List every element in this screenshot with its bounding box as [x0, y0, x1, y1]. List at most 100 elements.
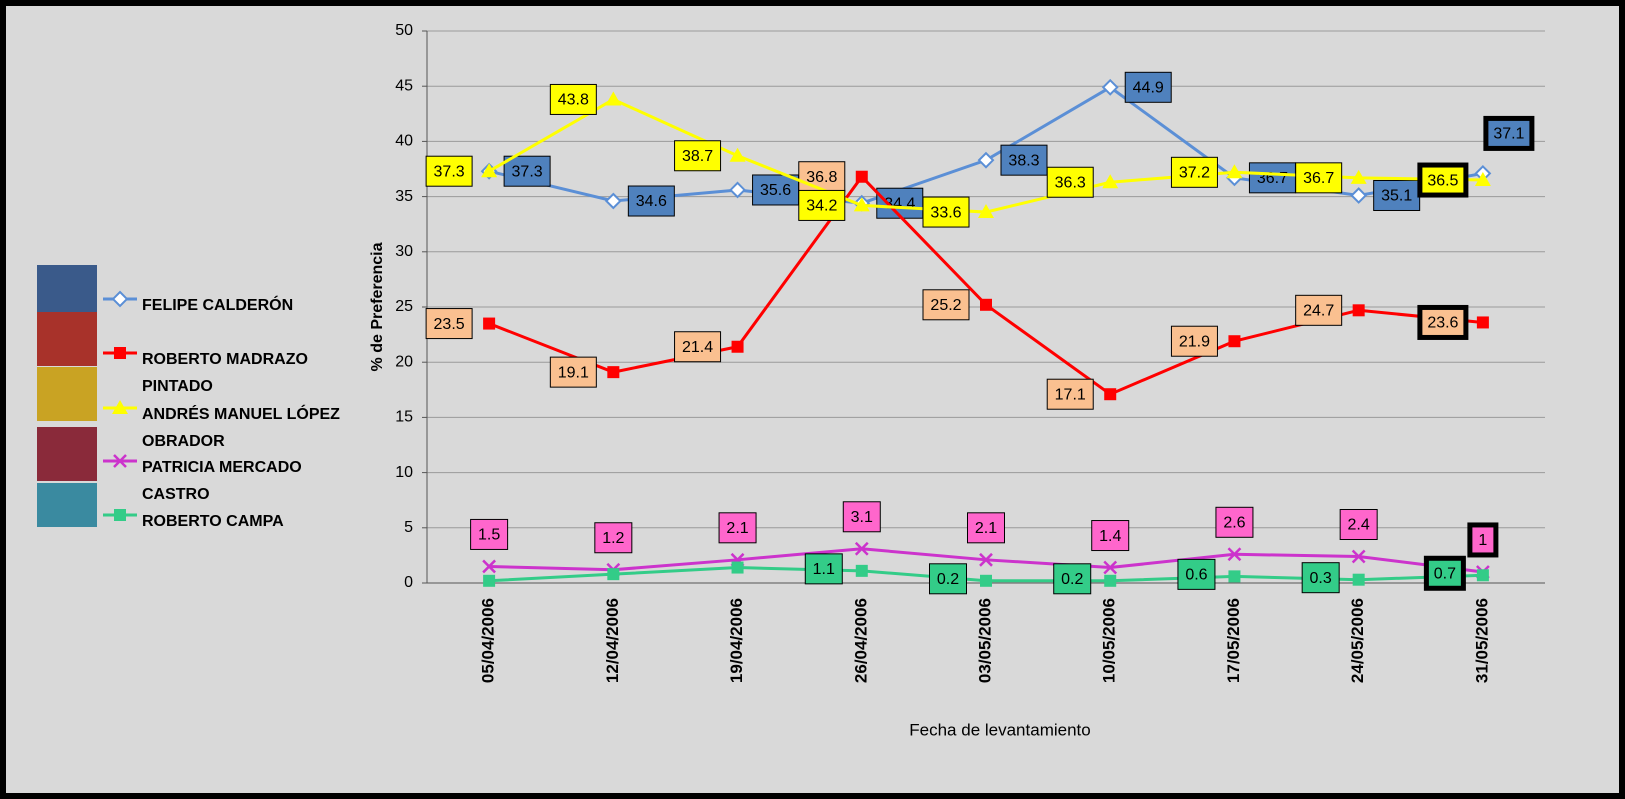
- x-tick-label: 05/04/2006: [479, 598, 498, 683]
- marker: [1228, 335, 1241, 348]
- marker: [731, 561, 744, 574]
- value-label-box: [804, 553, 843, 585]
- marker: [1228, 570, 1241, 583]
- series: 37.3 43.8 38.7 34.2 33.6 36.3 37.2 36.7 36.5: [425, 83, 1491, 228]
- marker: [1474, 172, 1491, 187]
- legend-label: FELIPE CALDERÓN: [142, 297, 294, 314]
- marker: [482, 559, 496, 574]
- y-tick-label: 50: [395, 22, 413, 39]
- value-label: 2.1: [975, 520, 997, 537]
- x-axis-title: Fecha de levantamiento: [909, 720, 1090, 739]
- legend-label: ANDRÉS MANUEL LÓPEZ OBRADOR: [142, 406, 340, 450]
- x-tick-label: 03/05/2006: [975, 598, 994, 683]
- value-label: 38.3: [1008, 152, 1039, 169]
- value-label-box: [1295, 162, 1343, 194]
- value-label: 24.7: [1303, 303, 1334, 320]
- legend-photo: [37, 312, 97, 366]
- value-label: 37.1: [1493, 126, 1524, 143]
- value-label: 0.7: [1434, 565, 1456, 582]
- y-tick-label: 25: [395, 298, 413, 315]
- x-tick-label: 17/05/2006: [1224, 598, 1243, 683]
- value-label-box: [1091, 520, 1130, 552]
- value-label: 23.5: [434, 316, 465, 333]
- value-label: 37.3: [512, 163, 543, 180]
- marker: [1104, 574, 1117, 587]
- value-label: 35.6: [760, 182, 791, 199]
- legend-label: ROBERTO CAMPA: [142, 513, 284, 530]
- value-label-box: [1417, 162, 1469, 198]
- legend-label: ROBERTO MADRAZO PINTADO: [142, 351, 308, 395]
- value-label-box: [425, 155, 473, 187]
- y-tick-label: 45: [395, 77, 413, 94]
- marker: [1101, 78, 1119, 96]
- value-label-box: [929, 563, 967, 595]
- y-tick-label: 0: [404, 574, 413, 591]
- legend-photo: [37, 367, 97, 421]
- marker: [855, 170, 868, 183]
- marker: [1476, 569, 1489, 582]
- marker: [112, 400, 128, 414]
- marker: [483, 317, 496, 330]
- value-label-box: [549, 83, 597, 115]
- marker: [854, 541, 869, 556]
- y-tick-label: 10: [395, 464, 413, 481]
- value-label-box: [674, 331, 722, 363]
- value-label-box: [1339, 509, 1378, 541]
- marker: [605, 91, 622, 106]
- marker: [979, 552, 993, 567]
- marker: [1103, 560, 1118, 575]
- series: 23.5 19.1 21.4 36.8 25.2 17.1 21.9 24.7 23.6: [425, 161, 1489, 410]
- value-label: 1: [1478, 532, 1487, 549]
- value-label-box: [967, 512, 1005, 544]
- marker: [113, 454, 127, 468]
- x-tick-label: 19/04/2006: [727, 598, 746, 683]
- value-label: 36.5: [1427, 172, 1458, 189]
- value-label-box: [1170, 156, 1218, 188]
- value-label: 33.6: [930, 204, 961, 221]
- value-label-box: [842, 501, 881, 533]
- value-label-box: [1295, 294, 1343, 326]
- value-label-box: [798, 189, 846, 221]
- value-label-box: [876, 187, 924, 219]
- marker: [1104, 388, 1117, 401]
- marker: [1350, 187, 1368, 204]
- value-label-box: [1046, 166, 1094, 198]
- y-axis-title: % de Preferencia: [369, 242, 386, 371]
- value-label-box: [674, 140, 722, 172]
- value-label: 19.1: [558, 364, 589, 381]
- value-label: 44.9: [1133, 80, 1164, 97]
- value-label: 25.2: [930, 297, 961, 314]
- value-label: 2.6: [1223, 515, 1245, 532]
- marker: [731, 340, 744, 353]
- marker: [980, 298, 992, 311]
- value-label-box: [1373, 179, 1421, 211]
- marker: [114, 347, 126, 359]
- value-label-box: [1053, 563, 1092, 595]
- marker: [1352, 304, 1365, 317]
- value-label: 1.5: [478, 527, 500, 544]
- marker: [1351, 549, 1366, 564]
- value-label-box: [1423, 555, 1466, 591]
- marker: [483, 574, 496, 587]
- x-tick-label: 12/04/2006: [603, 598, 622, 683]
- value-label: 36.8: [806, 169, 837, 186]
- value-label: 38.7: [682, 148, 713, 165]
- value-label: 0.3: [1310, 570, 1332, 587]
- value-label: 2.4: [1348, 517, 1370, 534]
- value-label: 1.2: [602, 530, 624, 547]
- value-label-box: [1046, 378, 1094, 410]
- value-label-box: [1124, 71, 1172, 103]
- x-tick-label: 10/05/2006: [1100, 598, 1119, 683]
- marker: [111, 290, 129, 308]
- value-label-box: [1000, 144, 1048, 176]
- value-label: 36.3: [1055, 174, 1086, 191]
- marker: [729, 147, 746, 162]
- marker: [855, 564, 868, 577]
- marker: [980, 574, 992, 587]
- value-label-box: [1248, 162, 1296, 194]
- value-label-box: [1483, 115, 1535, 151]
- x-tick-label: 31/05/2006: [1472, 598, 1491, 683]
- value-label: 23.6: [1427, 315, 1458, 332]
